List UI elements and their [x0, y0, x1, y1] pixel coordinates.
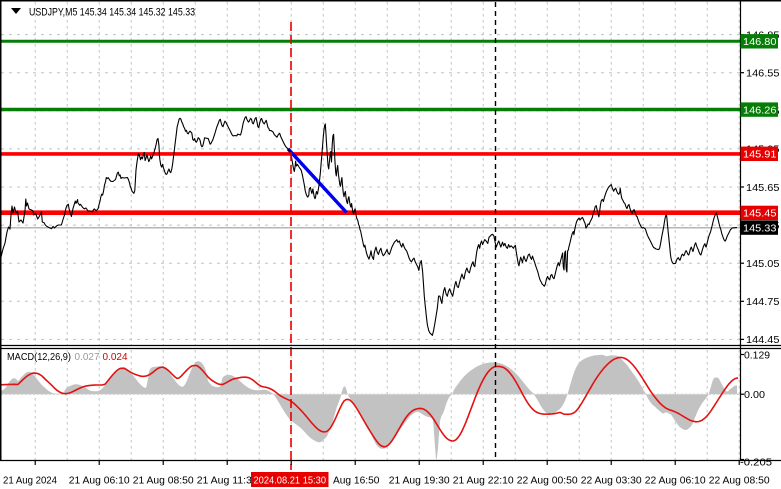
svg-text:144.45: 144.45	[746, 334, 780, 346]
svg-text:22 Aug 06:10: 22 Aug 06:10	[645, 475, 706, 487]
svg-text:2024.08.21 15:30: 2024.08.21 15:30	[254, 475, 327, 487]
svg-text:21 Aug 06:10: 21 Aug 06:10	[69, 475, 130, 487]
svg-text:145.91: 145.91	[743, 149, 777, 161]
svg-text:145.65: 145.65	[746, 182, 780, 194]
svg-text:-0.205: -0.205	[740, 456, 772, 468]
svg-text:21 Aug 11:30: 21 Aug 11:30	[197, 475, 258, 487]
svg-text:Aug 16:50: Aug 16:50	[333, 475, 380, 487]
svg-text:145.33: 145.33	[743, 222, 777, 234]
svg-text:0.024: 0.024	[103, 351, 128, 363]
svg-text:146.26: 146.26	[743, 104, 777, 116]
svg-text:21 Aug 2024: 21 Aug 2024	[3, 475, 57, 487]
svg-text:0.00: 0.00	[744, 389, 765, 401]
svg-text:21 Aug 19:30: 21 Aug 19:30	[389, 475, 450, 487]
svg-text:146.80: 146.80	[743, 36, 777, 48]
svg-text:22 Aug 00:50: 22 Aug 00:50	[517, 475, 578, 487]
svg-text:145.45: 145.45	[743, 208, 777, 220]
svg-text:0.027: 0.027	[75, 351, 100, 363]
svg-text:21 Aug 08:50: 21 Aug 08:50	[133, 475, 194, 487]
svg-text:22 Aug 03:30: 22 Aug 03:30	[581, 475, 642, 487]
svg-text:0.129: 0.129	[744, 349, 770, 361]
svg-text:USDJPY,M5 145.34 145.34 145.3: USDJPY,M5 145.34 145.34 145.32 145.33	[29, 7, 195, 19]
svg-text:145.05: 145.05	[746, 258, 780, 270]
svg-text:146.55: 146.55	[746, 68, 780, 80]
svg-text:144.75: 144.75	[746, 296, 780, 308]
svg-text:MACD(12,26,9): MACD(12,26,9)	[7, 351, 71, 363]
svg-text:22 Aug 08:50: 22 Aug 08:50	[709, 475, 770, 487]
svg-text:21 Aug 22:10: 21 Aug 22:10	[453, 475, 514, 487]
